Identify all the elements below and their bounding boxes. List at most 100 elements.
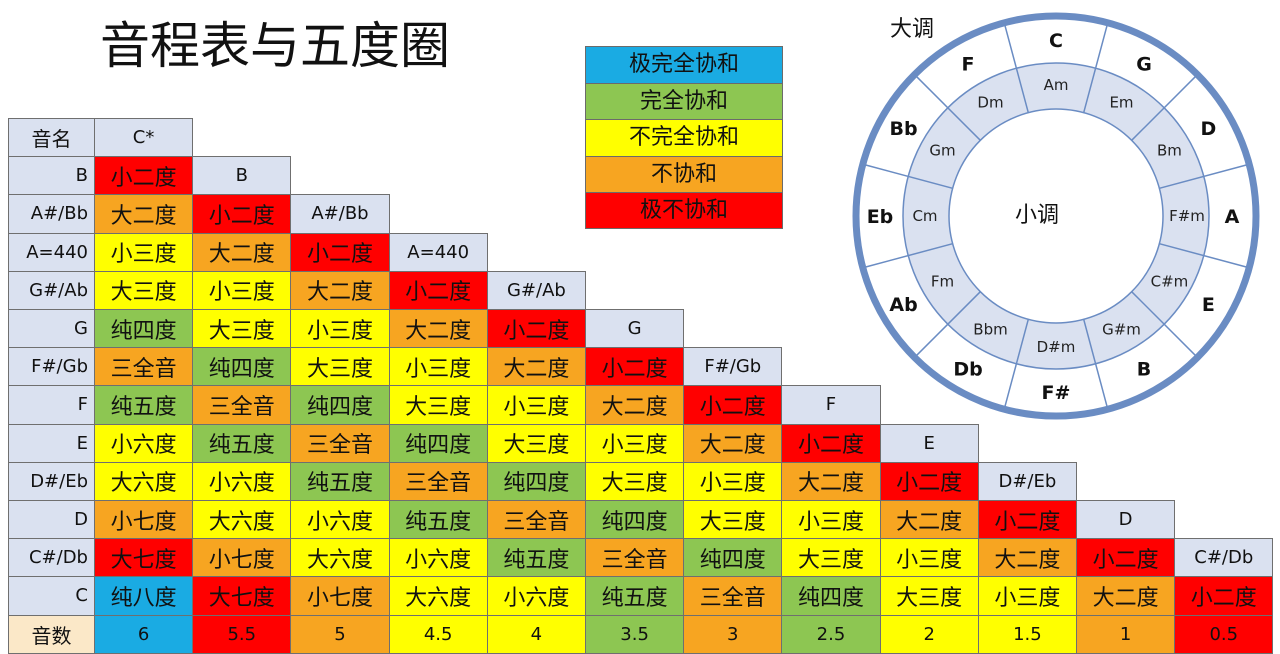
interval-cell: 小二度 xyxy=(290,232,390,272)
interval-cell: 大三度 xyxy=(388,385,488,425)
interval-cell: 大二度 xyxy=(388,309,488,349)
minor-key-label: G#m xyxy=(1102,320,1141,338)
interval-cell: 小三度 xyxy=(290,309,390,349)
row-label: B xyxy=(8,156,95,196)
minor-key-label: C#m xyxy=(1151,273,1189,291)
interval-cell: 纯五度 xyxy=(94,385,194,425)
interval-cell: 大二度 xyxy=(192,232,292,272)
diagonal-note-header: A=440 xyxy=(388,232,488,272)
interval-cell: 小七度 xyxy=(192,538,292,578)
interval-cell: 纯五度 xyxy=(585,576,685,616)
diagonal-note-header: E xyxy=(879,423,979,463)
interval-cell: 大三度 xyxy=(486,423,586,463)
interval-cell: 三全音 xyxy=(94,347,194,387)
interval-cell: 小三度 xyxy=(683,461,783,501)
major-key-label: G xyxy=(1136,54,1152,76)
minor-key-label: F#m xyxy=(1169,207,1205,225)
interval-cell: 大二度 xyxy=(585,385,685,425)
segment-divider xyxy=(916,291,981,356)
bottom-label: 音数 xyxy=(8,614,95,654)
segment-divider xyxy=(1082,25,1108,113)
major-key-label: Db xyxy=(953,358,982,380)
semitone-count-cell: 1.5 xyxy=(977,614,1077,654)
minor-key-label: Cm xyxy=(912,207,937,225)
interval-cell: 小三度 xyxy=(585,423,685,463)
interval-cell: 小六度 xyxy=(388,538,488,578)
interval-cell: 大六度 xyxy=(94,461,194,501)
minor-key-label: Bm xyxy=(1157,142,1182,160)
major-key-label: Eb xyxy=(867,206,894,228)
interval-cell: 小二度 xyxy=(977,500,1077,540)
interval-cell: 三全音 xyxy=(290,423,390,463)
diagonal-note-header: B xyxy=(192,156,292,196)
segment-divider xyxy=(1082,319,1108,407)
interval-cell: 纯四度 xyxy=(781,576,881,616)
interval-cell: 纯五度 xyxy=(290,461,390,501)
interval-cell: 三全音 xyxy=(486,500,586,540)
interval-cell: 纯八度 xyxy=(94,576,194,616)
interval-cell: 大三度 xyxy=(683,500,783,540)
interval-cell: 小三度 xyxy=(977,576,1077,616)
minor-key-label: Fm xyxy=(931,273,954,291)
semitone-count-cell: 4.5 xyxy=(388,614,488,654)
row-label: G xyxy=(8,309,95,349)
interval-cell: 小三度 xyxy=(486,385,586,425)
interval-cell: 纯五度 xyxy=(192,423,292,463)
row-label: D xyxy=(8,500,95,540)
interval-cell: 小七度 xyxy=(94,500,194,540)
interval-cell: 大六度 xyxy=(290,538,390,578)
semitone-count-cell: 2.5 xyxy=(781,614,881,654)
minor-key-label: D#m xyxy=(1037,338,1076,356)
interval-cell: 纯四度 xyxy=(388,423,488,463)
diagonal-note-header: D#/Eb xyxy=(977,461,1077,501)
interval-cell: 大三度 xyxy=(94,270,194,310)
semitone-count-cell: 3 xyxy=(683,614,783,654)
diagonal-note-header: G xyxy=(585,309,685,349)
legend-item-perfect-octave: 极完全协和 xyxy=(585,46,783,83)
major-key-label: F# xyxy=(1042,382,1071,404)
interval-cell: 小二度 xyxy=(192,194,292,234)
segment-divider xyxy=(865,164,953,190)
diagonal-note-header: A#/Bb xyxy=(290,194,390,234)
interval-cell: 纯五度 xyxy=(486,538,586,578)
corner-label: 音名 xyxy=(8,118,95,158)
row-label: C xyxy=(8,576,95,616)
interval-cell: 大三度 xyxy=(781,538,881,578)
segment-divider xyxy=(1004,319,1030,407)
interval-cell: 小三度 xyxy=(388,347,488,387)
interval-cell: 大三度 xyxy=(879,576,979,616)
segment-divider xyxy=(1131,291,1196,356)
segment-divider xyxy=(865,242,953,268)
semitone-count-cell: 3.5 xyxy=(585,614,685,654)
interval-cell: 小二度 xyxy=(1076,538,1176,578)
inner-circle xyxy=(948,108,1164,324)
interval-cell: 纯五度 xyxy=(388,500,488,540)
interval-cell: 小二度 xyxy=(94,156,194,196)
interval-cell: 大三度 xyxy=(585,461,685,501)
minor-key-label: Em xyxy=(1109,94,1133,112)
major-key-label: A xyxy=(1225,206,1240,228)
major-key-label: B xyxy=(1137,358,1151,380)
diagonal-note-header: D xyxy=(1076,500,1176,540)
interval-cell: 三全音 xyxy=(192,385,292,425)
major-keys-title: 大调 xyxy=(890,17,934,42)
interval-cell: 小三度 xyxy=(94,232,194,272)
semitone-count-cell: 5 xyxy=(290,614,390,654)
interval-cell: 小二度 xyxy=(879,461,979,501)
diagonal-note-header: F#/Gb xyxy=(683,347,783,387)
minor-key-label: Am xyxy=(1044,76,1069,94)
interval-cell: 大六度 xyxy=(388,576,488,616)
legend-item-strong-dissonance: 极不协和 xyxy=(585,192,783,229)
segment-divider xyxy=(916,76,981,141)
semitone-count-cell: 5.5 xyxy=(192,614,292,654)
interval-cell: 大二度 xyxy=(290,270,390,310)
minor-key-label: Bbm xyxy=(973,320,1007,338)
segment-divider xyxy=(1159,164,1247,190)
segment-divider xyxy=(1004,25,1030,113)
semitone-count-cell: 6 xyxy=(94,614,194,654)
interval-cell: 小七度 xyxy=(290,576,390,616)
interval-cell: 大二度 xyxy=(977,538,1077,578)
row-label: A=440 xyxy=(8,232,95,272)
interval-cell: 纯四度 xyxy=(192,347,292,387)
outer-ring xyxy=(852,12,1260,420)
